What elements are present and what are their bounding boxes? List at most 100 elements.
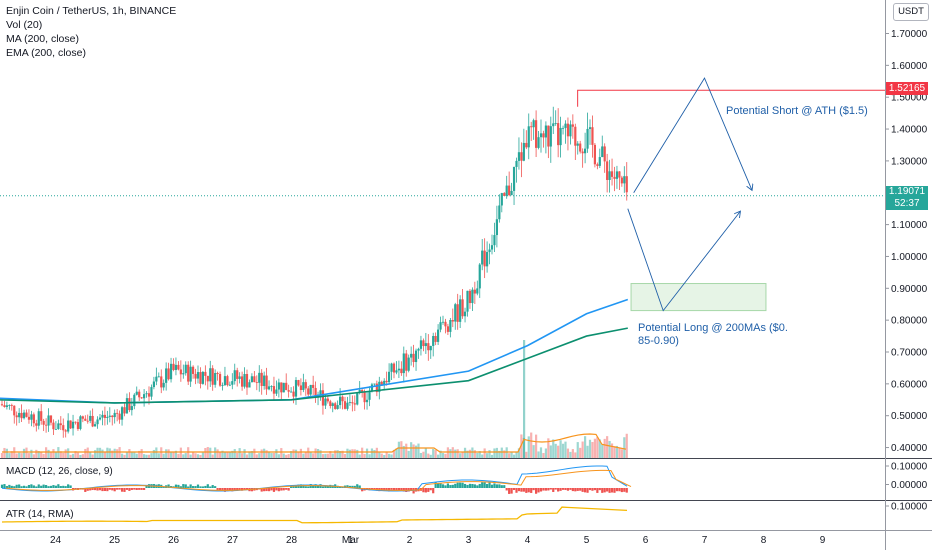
candle: [383, 380, 386, 385]
macd-histogram-bar: [101, 488, 104, 492]
y-tick-label: 1.30000: [891, 156, 928, 167]
macd-histogram-bar: [493, 483, 496, 488]
volume-bar: [510, 452, 513, 458]
volume-bar: [3, 447, 6, 458]
volume-bar: [390, 454, 393, 458]
legend-ema[interactable]: EMA (200, close): [6, 47, 86, 59]
volume-bar: [15, 453, 18, 458]
candle: [324, 398, 327, 406]
macd-histogram-bar: [510, 488, 513, 494]
volume-bar: [527, 436, 530, 458]
volume-bar: [549, 445, 552, 458]
volume-bar: [613, 446, 616, 458]
volume-bar: [343, 454, 347, 458]
volume-bar: [454, 449, 457, 458]
candle: [238, 376, 241, 379]
candle: [280, 382, 283, 393]
macd-histogram-bar: [400, 488, 403, 491]
macd-histogram-bar: [348, 485, 351, 488]
volume-bar: [410, 442, 413, 458]
macd-histogram-bar: [316, 485, 320, 488]
volume-bar: [329, 451, 332, 458]
x-tick-label: 5: [584, 535, 590, 546]
macd-histogram-bar: [214, 486, 217, 488]
macd-histogram-bar: [270, 488, 273, 491]
macd-histogram-bar: [108, 488, 111, 490]
candle: [574, 126, 577, 146]
volume-bar: [356, 449, 359, 458]
candle: [133, 394, 136, 407]
volume-bar: [138, 450, 141, 458]
legend-ma[interactable]: MA (200, close): [6, 33, 79, 45]
candle: [508, 185, 511, 196]
candle: [601, 146, 604, 158]
volume-bar: [365, 448, 369, 458]
macd-histogram-bar: [233, 488, 236, 491]
volume-bar: [341, 450, 344, 458]
volume-bar: [405, 443, 408, 458]
candle: [564, 123, 567, 128]
macd-histogram-bar: [591, 488, 594, 491]
long-annotation-line2: 85-0.90): [638, 335, 679, 347]
volume-bar: [503, 450, 506, 458]
volume-bar: [69, 454, 72, 458]
candle: [334, 403, 337, 409]
macd-label[interactable]: MACD (12, 26, close, 9): [6, 466, 113, 477]
candle: [351, 402, 354, 404]
macd-histogram-bar: [466, 484, 469, 488]
candle: [356, 392, 359, 405]
x-tick-label: 26: [168, 535, 180, 546]
volume-bar: [241, 453, 244, 458]
volume-bar: [35, 449, 38, 458]
volume-bar: [94, 450, 97, 458]
macd-histogram-bar: [174, 484, 178, 488]
volume-bar: [468, 449, 472, 458]
candle: [138, 391, 141, 398]
candle: [395, 370, 398, 373]
macd-histogram-bar: [267, 488, 271, 492]
candle: [49, 415, 53, 423]
volume-bar: [167, 449, 170, 458]
atr-tick-label: 0.10000: [891, 502, 928, 513]
volume-bar: [32, 454, 35, 458]
macd-histogram-bar: [167, 484, 170, 488]
macd-histogram-bar: [505, 488, 508, 491]
volume-bar: [108, 448, 111, 458]
volume-bar: [128, 449, 131, 458]
candle: [392, 363, 396, 373]
volume-bar: [47, 449, 50, 458]
macd-histogram-bar: [512, 488, 516, 491]
candle: [414, 350, 418, 363]
macd-histogram-bar: [358, 485, 361, 488]
candle: [537, 137, 540, 148]
candle: [248, 382, 251, 388]
candle: [417, 348, 420, 351]
macd-histogram-bar: [576, 488, 579, 491]
candle: [405, 353, 408, 371]
macd-histogram-bar: [37, 484, 40, 488]
legend-volume[interactable]: Vol (20): [6, 19, 43, 31]
candle: [549, 126, 552, 147]
candle: [275, 389, 278, 394]
candle: [47, 415, 50, 426]
atr-label[interactable]: ATR (14, RMA): [6, 509, 74, 520]
volume-bar: [248, 451, 251, 458]
volume-bar: [417, 443, 420, 458]
candle: [461, 299, 464, 317]
symbol-title[interactable]: Enjin Coin / TetherUS, 1h, BINANCE: [6, 5, 177, 17]
macd-histogram-bar: [353, 485, 356, 488]
candle: [140, 397, 143, 399]
currency-button[interactable]: USDT: [893, 3, 929, 21]
macd-histogram-bar: [476, 485, 479, 488]
volume-bar: [196, 454, 200, 458]
x-tick-label: 9: [820, 535, 826, 546]
candle: [437, 329, 440, 342]
volume-bar: [615, 445, 619, 458]
volume-bar: [346, 448, 349, 458]
candle: [571, 124, 574, 127]
volume-bar: [209, 447, 212, 458]
candle: [517, 152, 521, 161]
candle: [481, 250, 484, 265]
candle: [591, 127, 594, 145]
bar-countdown: 52:37: [894, 198, 920, 209]
